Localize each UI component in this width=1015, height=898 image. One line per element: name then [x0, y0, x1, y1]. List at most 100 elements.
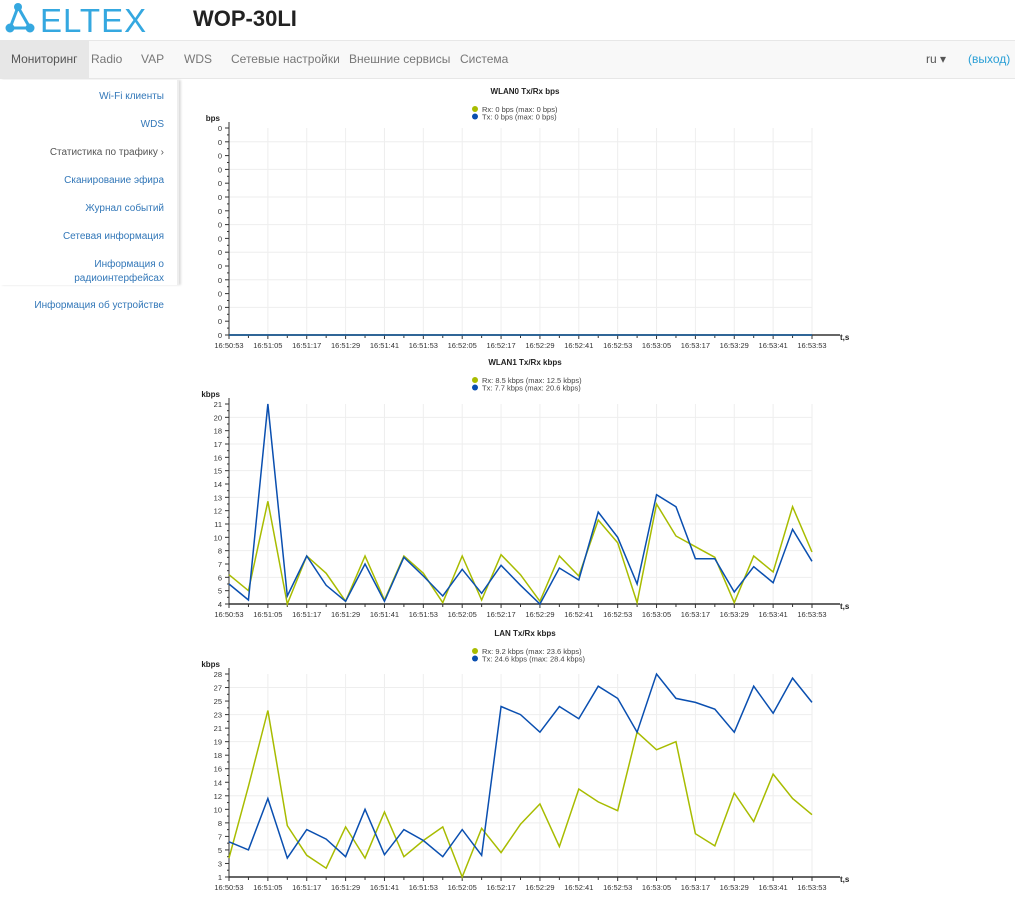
- x-tick-label: 16:53:53: [797, 610, 826, 619]
- legend-tx-dot: [472, 113, 478, 120]
- eltex-logo: ELTEX: [5, 2, 147, 36]
- x-tick-label: 16:51:29: [331, 610, 360, 619]
- x-tick-label: 16:53:41: [759, 883, 788, 892]
- y-tick-label: 20: [214, 413, 222, 422]
- sidebar-item-radio-info[interactable]: Информация о радиоинтерфейсах: [74, 259, 164, 284]
- x-axis-label: t,s: [840, 875, 850, 884]
- x-tick-label: 16:53:05: [642, 883, 671, 892]
- main-nav: Мониторинг Radio VAP WDS Сетевые настрой…: [0, 40, 1015, 79]
- y-tick-label: 0: [218, 165, 222, 174]
- y-tick-label: 17: [214, 440, 222, 449]
- y-tick-label: 21: [214, 400, 222, 409]
- x-tick-label: 16:51:41: [370, 610, 399, 619]
- x-tick-label: 16:52:05: [448, 883, 477, 892]
- legend-rx: Rx: 0 bps (max: 0 bps): [482, 105, 558, 114]
- x-tick-label: 16:51:41: [370, 341, 399, 350]
- y-tick-label: 18: [214, 427, 222, 436]
- x-tick-label: 16:50:53: [214, 610, 243, 619]
- y-tick-label: 12: [214, 507, 222, 516]
- chart-title: WLAN1 Tx/Rx kbps: [488, 358, 562, 367]
- legend-rx-dot: [472, 648, 478, 654]
- x-tick-label: 16:52:05: [448, 610, 477, 619]
- y-tick-label: 1: [218, 873, 222, 882]
- tab-external-services[interactable]: Внешние сервисы: [349, 52, 451, 66]
- logout-link[interactable]: (выход): [968, 52, 1011, 66]
- y-tick-label: 0: [218, 262, 222, 271]
- y-tick-label: 5: [218, 846, 222, 855]
- x-tick-label: 16:52:41: [564, 610, 593, 619]
- sidebar-item-wifi-clients[interactable]: Wi-Fi клиенты: [99, 91, 164, 102]
- chart-wlan0: WLAN0 Tx/Rx bps Rx: 0 bps (max: 0 bps)Tx:…: [206, 87, 850, 350]
- sidebar-item-network-info[interactable]: Сетевая информация: [62, 231, 164, 242]
- x-tick-label: 16:53:05: [642, 610, 671, 619]
- x-axis-label: t,s: [840, 333, 850, 342]
- tab-vap[interactable]: VAP: [141, 52, 165, 66]
- x-tick-label: 16:52:17: [486, 341, 515, 350]
- legend-tx: Tx: 7.7 kbps (max: 20.6 kbps): [482, 384, 581, 393]
- x-tick-label: 16:52:17: [486, 610, 515, 619]
- y-tick-label: 16: [214, 765, 222, 774]
- y-tick-label: 0: [218, 138, 222, 147]
- x-tick-label: 16:51:05: [253, 341, 282, 350]
- tab-monitoring[interactable]: Мониторинг: [0, 41, 89, 78]
- y-tick-label: 14: [214, 480, 222, 489]
- sidebar-item-event-log[interactable]: Журнал событий: [85, 203, 164, 214]
- y-tick-label: 0: [218, 290, 222, 299]
- y-axis-label: kbps: [201, 390, 220, 399]
- y-tick-label: 8: [218, 819, 222, 828]
- x-tick-label: 16:53:41: [759, 610, 788, 619]
- x-tick-label: 16:52:17: [486, 883, 515, 892]
- x-tick-label: 16:53:53: [797, 341, 826, 350]
- y-tick-label: 10: [214, 533, 222, 542]
- y-tick-label: 3: [218, 859, 222, 868]
- x-tick-label: 16:53:29: [720, 341, 749, 350]
- sidebar-item-wds[interactable]: WDS: [140, 119, 164, 130]
- sidebar-item-device-info[interactable]: Информация об устройстве: [34, 300, 164, 311]
- sidebar-item-air-scan[interactable]: Сканирование эфира: [64, 175, 164, 186]
- x-tick-label: 16:52:41: [564, 341, 593, 350]
- x-tick-label: 16:51:53: [409, 883, 438, 892]
- x-tick-label: 16:51:41: [370, 883, 399, 892]
- device-title: WOP-30LI: [193, 6, 297, 31]
- svg-text:ELTEX: ELTEX: [40, 2, 147, 36]
- y-tick-label: 0: [218, 179, 222, 188]
- chart-title: LAN Tx/Rx kbps: [494, 629, 556, 638]
- legend-rx: Rx: 9.2 kbps (max: 23.6 kbps): [482, 647, 582, 656]
- y-tick-label: 0: [218, 276, 222, 285]
- tab-wds[interactable]: WDS: [184, 52, 212, 66]
- y-tick-label: 21: [214, 724, 222, 733]
- x-tick-label: 16:51:53: [409, 341, 438, 350]
- y-tick-label: 19: [214, 738, 222, 747]
- x-tick-label: 16:52:05: [448, 341, 477, 350]
- tab-radio[interactable]: Radio: [91, 52, 123, 66]
- x-tick-label: 16:51:17: [292, 341, 321, 350]
- x-tick-label: 16:51:29: [331, 883, 360, 892]
- x-tick-label: 16:52:53: [603, 610, 632, 619]
- x-tick-label: 16:51:53: [409, 610, 438, 619]
- y-tick-label: 0: [218, 193, 222, 202]
- legend-rx-dot: [472, 377, 478, 383]
- y-tick-label: 0: [218, 207, 222, 216]
- chart-wlan1: WLAN1 Tx/Rx kbps Rx: 8.5 kbps (max: 12.5 …: [201, 358, 850, 619]
- y-tick-label: 25: [214, 697, 222, 706]
- x-tick-label: 16:53:17: [681, 341, 710, 350]
- tab-network-settings[interactable]: Сетевые настройки: [231, 52, 340, 66]
- y-tick-label: 14: [214, 778, 222, 787]
- x-tick-label: 16:53:17: [681, 883, 710, 892]
- header: ELTEX WOP-30LI: [0, 0, 1015, 40]
- y-tick-label: 7: [218, 560, 222, 569]
- y-tick-label: 8: [218, 547, 222, 556]
- y-tick-label: 15: [214, 467, 222, 476]
- x-tick-label: 16:53:41: [759, 341, 788, 350]
- x-tick-label: 16:51:05: [253, 883, 282, 892]
- legend-tx: Tx: 0 bps (max: 0 bps): [482, 113, 557, 122]
- y-tick-label: 4: [218, 600, 222, 609]
- series-tx-line: [228, 403, 813, 606]
- sidebar-item-traffic-stats[interactable]: Статистика по трафику ›: [49, 147, 164, 158]
- language-dropdown[interactable]: ru ▾: [926, 52, 947, 66]
- legend-tx: Tx: 24.6 kbps (max: 28.4 kbps): [482, 655, 585, 664]
- tab-system[interactable]: Система: [460, 52, 509, 66]
- y-tick-label: 0: [218, 221, 222, 230]
- legend-tx-dot: [472, 384, 478, 391]
- x-tick-label: 16:52:29: [525, 610, 554, 619]
